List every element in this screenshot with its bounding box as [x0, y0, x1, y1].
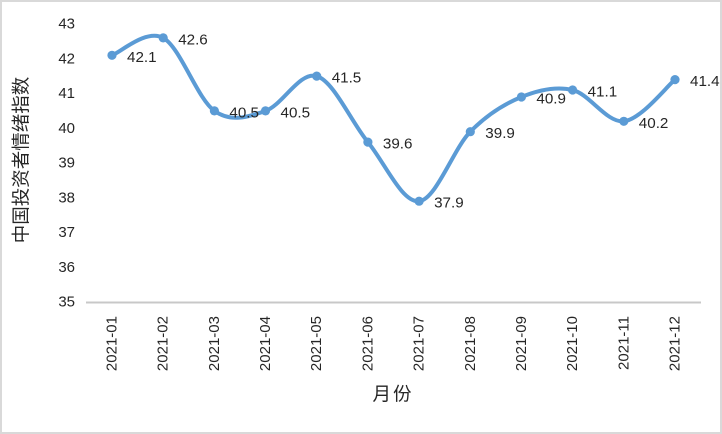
y-tick-label: 43: [58, 16, 75, 33]
data-label: 39.9: [485, 125, 515, 142]
data-label: 41.5: [332, 70, 362, 87]
data-point-marker: [158, 33, 168, 43]
x-tick-label: 2021-08: [462, 316, 479, 371]
x-axis-tick-labels: 2021-01 2021-02 2021-03 2021-04 2021-05 2021-…: [104, 316, 684, 371]
data-point-marker: [107, 50, 117, 60]
x-tick-label: 2021-11: [615, 316, 632, 370]
y-tick-label: 37: [58, 224, 75, 241]
x-tick-label: 2021-06: [359, 316, 376, 371]
data-point-marker: [568, 85, 578, 95]
series-line: [110, 33, 677, 204]
x-axis-title: 月份: [372, 384, 413, 405]
x-tick-label: 2021-02: [155, 316, 172, 371]
data-point-marker: [619, 116, 629, 126]
data-point-marker: [465, 127, 475, 137]
data-labels: 42.1 42.6 40.5 40.5 41.5 39.6 37.9 39.9 40.9 41.1…: [127, 31, 720, 211]
data-label: 41.1: [588, 84, 618, 101]
x-tick-label: 2021-04: [257, 316, 274, 371]
x-tick-label: 2021-09: [513, 316, 530, 371]
data-label: 40.5: [281, 104, 311, 121]
data-label: 42.6: [178, 31, 208, 48]
data-label: 40.9: [536, 91, 566, 108]
data-point-marker: [363, 137, 373, 147]
y-tick-label: 36: [58, 259, 75, 276]
data-point-marker: [209, 106, 219, 116]
y-tick-label: 41: [58, 85, 75, 102]
x-tick-label: 2021-12: [666, 316, 683, 371]
y-tick-label: 40: [58, 120, 75, 137]
data-label: 39.6: [383, 136, 413, 153]
data-point-marker: [414, 196, 424, 206]
series-markers: [107, 33, 680, 206]
data-point-marker: [260, 106, 271, 116]
x-tick-label: 2021-03: [206, 316, 223, 371]
y-axis-tick-labels: 43 42 41 40 39 38 37 36 35: [58, 16, 75, 311]
y-tick-label: 38: [58, 189, 75, 206]
x-tick-label: 2021-01: [104, 316, 121, 371]
y-tick-label: 42: [58, 50, 75, 67]
data-label: 41.4: [690, 73, 720, 90]
x-tick-label: 2021-05: [308, 316, 325, 371]
y-axis-title: 中国投资者情绪指数: [11, 77, 32, 244]
data-label: 37.9: [434, 195, 464, 212]
x-tick-label: 2021-10: [564, 316, 581, 371]
data-label: 42.1: [127, 49, 157, 66]
data-label: 40.2: [639, 115, 669, 132]
data-point-marker: [312, 71, 322, 81]
y-tick-label: 35: [58, 294, 75, 311]
y-tick-label: 39: [58, 155, 75, 172]
data-point-marker: [516, 92, 527, 102]
x-tick-label: 2021-07: [411, 316, 428, 371]
data-point-marker: [670, 75, 680, 85]
data-label: 40.5: [229, 104, 259, 121]
